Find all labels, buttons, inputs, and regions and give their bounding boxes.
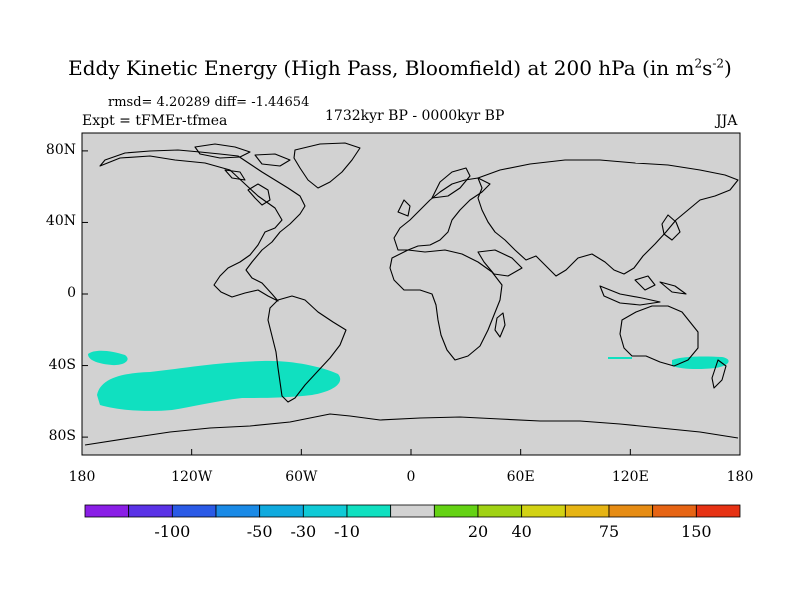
anomaly-regions (88, 350, 729, 411)
map-title: Eddy Kinetic Energy (High Pass, Bloomfie… (68, 56, 732, 80)
colorbar-swatch (346, 504, 392, 518)
rmsd-diff-stats: rmsd= 4.20289 diff= -1.44654 (108, 95, 310, 110)
coastline-indonesia (599, 275, 687, 306)
lon-label: 0 (406, 469, 416, 485)
coastline-arctic-islands (194, 143, 291, 181)
anomaly-region-indian-sliver (608, 357, 632, 359)
coastline-madagascar (494, 312, 506, 338)
colorbar-swatch (477, 504, 523, 518)
coastline-arabia (477, 249, 523, 277)
colorbar-swatch (390, 504, 435, 518)
lat-label: 80S (48, 428, 76, 445)
colorbar-label: 40 (511, 522, 532, 541)
anomaly-region-south-pacific (97, 360, 341, 411)
colorbar-label: 150 (681, 522, 712, 541)
colorbar (84, 504, 741, 518)
coastline-uk (397, 199, 411, 217)
colorbar-swatch (521, 504, 566, 518)
colorbar-label: -10 (334, 522, 360, 541)
season-label: JJA (716, 113, 738, 129)
colorbar-label: -100 (154, 522, 191, 541)
colorbar-swatch (564, 504, 610, 518)
colorbar-label: 20 (467, 522, 489, 541)
colorbar-label: -50 (246, 522, 273, 541)
colorbar-swatch (171, 504, 217, 518)
coastline-europe (393, 177, 491, 251)
anomaly-region-pacific-small (88, 350, 128, 366)
anomaly-region-tasman (672, 356, 729, 370)
coastline-asia (477, 159, 739, 277)
coastline-australia (619, 305, 699, 367)
lat-label: 40S (48, 356, 76, 373)
lon-label: 60W (285, 469, 318, 485)
lat-label: 0 (67, 285, 76, 301)
colorbar-swatch (433, 504, 479, 518)
coastlines (84, 142, 739, 446)
coastline-hudson-bay (247, 183, 271, 206)
colorbar-swatch (695, 504, 741, 518)
colorbar-swatch (608, 504, 654, 518)
lon-label: 180 (68, 469, 96, 485)
coastline-south-america (267, 295, 347, 403)
colorbar-swatch (259, 504, 304, 518)
coastline-greenland (293, 142, 361, 189)
colorbar-label: 75 (598, 522, 620, 541)
lon-label: 60E (506, 469, 535, 485)
colorbar-swatch (128, 504, 173, 518)
colorbar-swatch (652, 504, 697, 518)
lat-label: 40N (45, 213, 76, 230)
colorbar-label: -30 (290, 522, 317, 541)
colorbar-swatch (215, 504, 261, 518)
coastline-new-zealand (711, 359, 727, 389)
lon-label: 180 (726, 469, 754, 485)
coastline-scandinavia (431, 167, 471, 199)
coastline-japan (661, 214, 681, 241)
colorbar-swatch (84, 504, 130, 518)
lon-label: 120W (171, 469, 213, 485)
lon-label: 120E (611, 469, 649, 485)
time-period-label: 1732kyr BP - 0000kyr BP (325, 108, 505, 124)
coastline-north-america (99, 149, 306, 302)
colorbar-swatch (302, 504, 348, 518)
lat-label: 80N (45, 141, 76, 158)
coastline-antarctica (84, 413, 739, 446)
coastline-africa (389, 249, 503, 361)
axis-ticks (81, 150, 741, 455)
experiment-label: Expt = tFMEr-tfmea (82, 113, 228, 129)
